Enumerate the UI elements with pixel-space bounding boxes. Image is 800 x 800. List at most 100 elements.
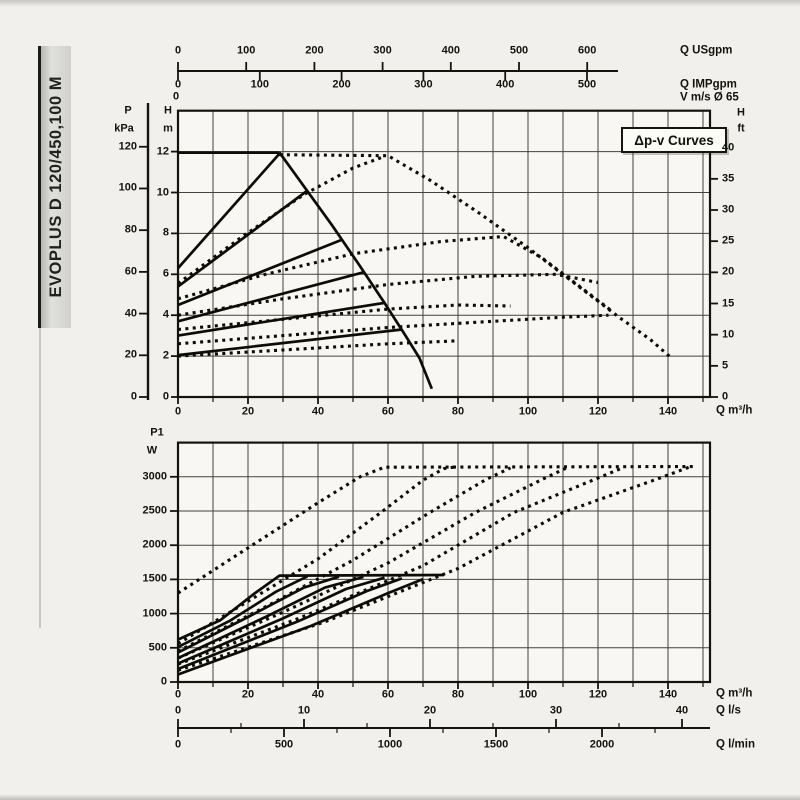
q-usgpm-tick-label: 200 xyxy=(305,44,324,57)
q-impgpm-tick-label: 400 xyxy=(496,78,515,91)
h-ft-tick-label: 30 xyxy=(722,203,735,216)
head-plot-frame xyxy=(176,109,712,399)
dpv-curve-2 xyxy=(177,234,613,313)
q-lmin-tick-label: 500 xyxy=(274,738,294,751)
p-kpa-axis-title: kPa xyxy=(114,122,134,135)
q-usgpm-tick-label: 600 xyxy=(578,44,597,57)
power-curve-7 xyxy=(177,577,424,676)
dpv-curve-6 xyxy=(177,339,459,358)
head-q-m3h-tick-label: 80 xyxy=(451,405,465,418)
p1-w-axis-title: W xyxy=(146,444,158,457)
p-kpa-axis-title: P xyxy=(124,104,132,117)
q-impgpm-caption: Q IMPgpm xyxy=(680,78,737,91)
p1-w-tick-label: 2000 xyxy=(142,538,167,551)
q-lmin-tick-label: 1000 xyxy=(377,738,403,751)
q-ls-tick-label: 20 xyxy=(423,704,437,717)
p-kpa-tick-label: 60 xyxy=(124,265,137,278)
h-ft-tick-label: 10 xyxy=(722,328,735,341)
dpv-max xyxy=(279,153,673,360)
head-q-m3h-caption: Q m³/h xyxy=(716,404,753,417)
p1-w-tick-label: 2500 xyxy=(142,504,167,517)
p-kpa-tick-label: 80 xyxy=(124,223,137,236)
dpv-curves-annotation-text: Δp-v Curves xyxy=(634,132,714,148)
p1-w-tick-label: 500 xyxy=(148,641,167,654)
dpv-power-2 xyxy=(177,464,459,646)
q-ls-tick-label: 10 xyxy=(297,704,311,717)
page-crease-line xyxy=(39,328,41,628)
power-q-m3h-tick-label: 0 xyxy=(174,688,182,701)
h-m-tick-label: 0 xyxy=(162,390,169,403)
head-q-m3h-tick-label: 0 xyxy=(174,405,182,418)
q-lmin-tick-label: 2000 xyxy=(589,738,615,751)
q-usgpm-caption: Q USgpm xyxy=(680,44,733,57)
h-ft-axis-title: H xyxy=(737,106,745,119)
q-lmin-caption: Q l/min xyxy=(716,738,755,751)
q-usgpm-tick-label: 300 xyxy=(373,44,392,57)
v-ms-caption: V m/s Ø 65 xyxy=(680,91,739,104)
h-ft-axis-title: ft xyxy=(737,122,745,135)
h-m-tick-label: 4 xyxy=(162,308,169,321)
dpv-curve-1 xyxy=(177,156,382,285)
speed-curve-3 xyxy=(177,238,343,307)
dpv-power-6 xyxy=(177,465,690,672)
h-ft-tick-label: 40 xyxy=(722,141,735,154)
h-m-axis-title: H xyxy=(164,104,172,117)
power-curve-6 xyxy=(177,577,403,671)
q-lmin-tick-label: 0 xyxy=(174,738,182,751)
head-q-m3h-tick-label: 20 xyxy=(241,405,255,418)
p1-w-tick-label: 3000 xyxy=(142,470,167,483)
h-m-tick-label: 2 xyxy=(162,349,169,362)
h-ft-tick-label: 20 xyxy=(722,265,735,278)
q-impgpm-tick-label: 200 xyxy=(332,78,351,91)
power-curve-5 xyxy=(177,576,385,665)
power-q-m3h-tick-label: 80 xyxy=(451,688,465,701)
h-ft-tick-label: 5 xyxy=(722,359,729,372)
h-m-tick-label: 8 xyxy=(162,226,169,239)
p1-w-tick-label: 0 xyxy=(160,675,167,688)
h-ft-tick-label: 25 xyxy=(722,234,735,247)
h-ft-tick-label: 15 xyxy=(722,297,735,309)
power-plot-frame xyxy=(176,441,712,684)
v-ms-zero-label: 0 xyxy=(172,90,180,103)
power-curve-4 xyxy=(177,575,364,660)
q-impgpm-tick-label: 300 xyxy=(414,78,433,91)
q-usgpm-tick-label: 400 xyxy=(441,44,460,57)
h-ft-tick-label: 0 xyxy=(722,390,729,403)
h-m-tick-label: 12 xyxy=(156,145,169,158)
power-q-m3h-tick-label: 100 xyxy=(518,688,538,701)
p1-w-tick-label: 1000 xyxy=(142,607,167,620)
head-q-m3h-tick-label: 100 xyxy=(518,405,538,418)
dpv-curve-3 xyxy=(177,272,599,317)
q-usgpm-tick-label: 100 xyxy=(237,44,256,57)
dpv-curve-5 xyxy=(177,313,609,346)
power-q-m3h-tick-label: 120 xyxy=(588,688,608,701)
speed-curve-6 xyxy=(177,328,403,357)
q-impgpm-tick-label: 0 xyxy=(174,78,182,91)
q-ls-tick-label: 30 xyxy=(549,704,563,717)
power_flow_chart-series xyxy=(177,464,697,676)
pump-model-label: EVOPLUS D 120/450,100 M xyxy=(38,46,71,328)
head-q-m3h-tick-label: 60 xyxy=(381,405,395,418)
head-plot-area xyxy=(178,110,710,397)
dpv-power-3 xyxy=(177,466,512,653)
p-kpa-tick-label: 40 xyxy=(124,307,137,320)
power-curve-2 xyxy=(177,575,309,649)
h-m-tick-label: 10 xyxy=(156,186,169,198)
speed-curve-1 xyxy=(176,152,281,270)
head-q-m3h-tick-label: 120 xyxy=(588,405,608,418)
power-q-m3h-tick-label: 140 xyxy=(658,688,678,701)
q-lmin-tick-label: 1500 xyxy=(483,738,509,751)
q-impgpm-tick-label: 100 xyxy=(250,78,269,91)
q-ls-tick-label: 40 xyxy=(675,704,689,717)
q-impgpm-tick-label: 500 xyxy=(577,78,597,91)
power-q-m3h-tick-label: 40 xyxy=(311,688,325,701)
h-m-axis-title: m xyxy=(163,122,173,135)
dpv-curves-annotation: Δp-v Curves xyxy=(621,127,727,153)
p-kpa-tick-label: 120 xyxy=(118,140,137,153)
q-ls-tick-label: 0 xyxy=(174,704,182,717)
power-q-m3h-tick-label: 60 xyxy=(381,688,395,701)
max-envelope xyxy=(278,151,434,390)
head-q-m3h-tick-label: 40 xyxy=(311,405,325,418)
q-ls-caption: Q l/s xyxy=(716,704,741,717)
